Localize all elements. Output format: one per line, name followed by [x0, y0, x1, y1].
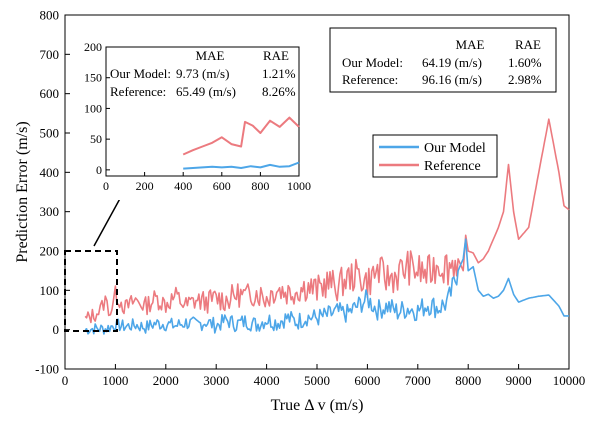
inset-table-cell: 65.49 (m/s): [176, 84, 236, 99]
y-axis-label: Prediction Error (m/s): [14, 121, 31, 262]
x-tick-label: 0: [62, 373, 69, 388]
y-tick-label: 600: [40, 86, 60, 101]
main-metrics-table: MAE RAE Our Model: 64.19 (m/s) 1.60% Ref…: [329, 27, 557, 93]
series-line-our-model: [84, 238, 569, 335]
x-tick-label: 1000: [102, 373, 128, 388]
inset-y-tick-label: 50: [90, 132, 102, 146]
main-table-row-label: Reference:: [342, 72, 398, 87]
main-table-header-rae: RAE: [515, 37, 541, 52]
inset-table-header-mae: MAE: [196, 48, 225, 63]
y-tick-label: 800: [40, 8, 60, 23]
main-table-header-mae: MAE: [456, 37, 485, 52]
inset-x-axis-ticks: 0 200 400 600 800 1000: [103, 172, 311, 193]
x-tick-label: 6000: [354, 373, 380, 388]
inset-x-tick-label: 800: [251, 179, 269, 193]
x-tick-label: 3000: [203, 373, 229, 388]
y-tick-label: 100: [40, 283, 60, 298]
inset-x-tick-label: 600: [213, 179, 231, 193]
y-tick-label: 200: [40, 244, 60, 259]
inset-series-line-our-model: [183, 161, 300, 170]
main-table-cell: 96.16 (m/s): [422, 72, 482, 87]
main-y-axis-ticks: -100 0 100 200 300 400 500 600 700 800: [35, 8, 70, 377]
x-tick-label: 10000: [553, 373, 586, 388]
x-tick-label: 4000: [254, 373, 280, 388]
y-tick-label: 300: [40, 204, 60, 219]
main-table-row-label: Our Model:: [342, 55, 403, 70]
y-tick-label: 500: [40, 126, 60, 141]
inset-frame: [105, 46, 300, 177]
inset-series-line-reference: [182, 116, 300, 156]
main-plot-area: 0 1000 2000 3000 4000 5000 6000 7000 8000 9000 100…: [35, 8, 585, 389]
legend-frame: [372, 134, 498, 178]
legend-label-our-model: Our Model: [424, 141, 486, 156]
main-x-axis-ticks: 0 1000 2000 3000 4000 5000 6000 7000 8000 9000 100…: [62, 364, 586, 388]
legend-label-reference: Reference: [424, 159, 481, 174]
main-series-lines: [84, 118, 570, 335]
main-table-cell: 1.60%: [508, 55, 542, 70]
main-table-cell: 64.19 (m/s): [422, 55, 482, 70]
x-tick-label: 5000: [304, 373, 330, 388]
inset-y-axis-ticks: 0 50 100 150 200: [84, 40, 110, 177]
y-tick-label: 0: [53, 322, 60, 337]
zoom-region-box: [64, 250, 118, 332]
inset-x-tick-label: 400: [174, 179, 192, 193]
inset-table-cell: 9.73 (m/s): [176, 66, 229, 81]
y-tick-label: -100: [35, 362, 59, 377]
inset-y-tick-label: 0: [96, 163, 102, 177]
inset-x-tick-label: 200: [136, 179, 154, 193]
inset-series-lines: [182, 116, 300, 170]
y-tick-label: 400: [40, 165, 60, 180]
legend: Our Model Reference: [372, 134, 498, 178]
x-tick-label: 7000: [405, 373, 431, 388]
inset-table-cell: 1.21%: [262, 66, 296, 81]
x-axis-label: True Δ v (m/s): [271, 397, 364, 414]
inset-table-header-rae: RAE: [263, 48, 289, 63]
x-tick-label: 8000: [455, 373, 481, 388]
inset-y-tick-label: 200: [84, 40, 102, 54]
x-tick-label: 9000: [506, 373, 532, 388]
inset-plot: 0 200 400 600 800 1000 0 50 100 150 200 MAE RAE O…: [72, 37, 322, 200]
inset-table-row-label: Reference:: [110, 84, 166, 99]
main-table-cell: 2.98%: [508, 72, 542, 87]
inset-x-tick-label: 0: [103, 179, 109, 193]
inset-x-tick-label: 1000: [287, 179, 311, 193]
inset-table-row-label: Our Model:: [110, 66, 171, 81]
inset-table-cell: 8.26%: [262, 84, 296, 99]
y-tick-label: 700: [40, 47, 60, 62]
inset-y-tick-label: 100: [84, 101, 102, 115]
series-line-reference: [84, 118, 570, 324]
inset-y-tick-label: 150: [84, 71, 102, 85]
main-table-frame: [329, 27, 557, 93]
inset-metrics-table: MAE RAE Our Model: 9.73 (m/s) 1.21% Refe…: [110, 48, 296, 99]
x-tick-label: 2000: [153, 373, 179, 388]
inset-background: [72, 37, 322, 200]
